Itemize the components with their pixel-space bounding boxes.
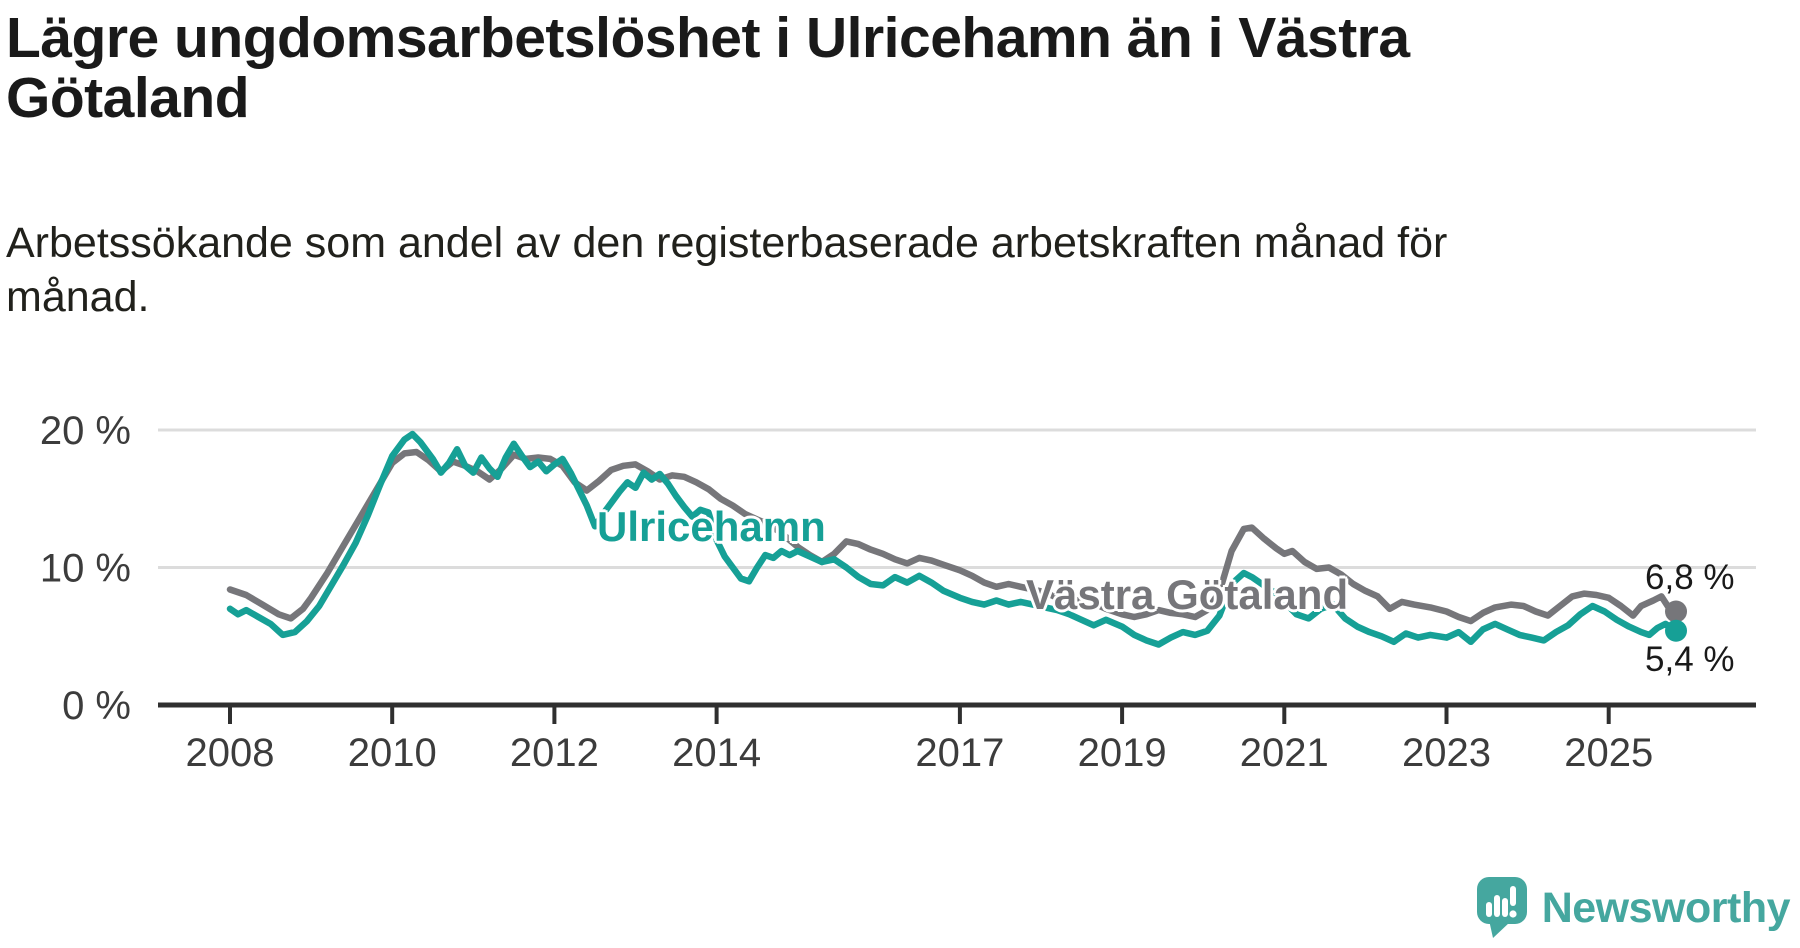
end-value-label-ulricehamn: 5,4 %: [1645, 640, 1735, 679]
subtitle-line-2: månad.: [6, 273, 150, 322]
page-title: Lägre ungdomsarbetslöshet i Ulricehamn ä…: [6, 8, 1410, 129]
subtitle-line-1: Arbetssökande som andel av den registerb…: [6, 219, 1448, 267]
svg-text:2008: 2008: [186, 731, 275, 775]
svg-text:2019: 2019: [1078, 731, 1167, 775]
series-label-ulricehamn: Ulricehamn: [597, 503, 826, 550]
newsworthy-logo-icon: [1476, 877, 1527, 938]
svg-text:0 %: 0 %: [62, 684, 131, 728]
svg-text:10 %: 10 %: [40, 547, 131, 591]
chart-subtitle: Arbetssökande som andel av den registerb…: [6, 216, 1447, 324]
svg-text:2025: 2025: [1564, 731, 1653, 775]
svg-text:20 %: 20 %: [40, 409, 131, 453]
svg-text:2010: 2010: [348, 731, 437, 775]
newsworthy-wordmark: Newsworthy: [1541, 883, 1791, 932]
svg-text:2021: 2021: [1240, 731, 1329, 775]
series-label-vastra-gotaland: Västra Götaland: [1026, 571, 1349, 618]
title-line-1: Lägre ungdomsarbetslöshet i Ulricehamn ä…: [6, 6, 1410, 70]
svg-text:2014: 2014: [672, 731, 761, 775]
svg-text:2012: 2012: [510, 731, 599, 775]
svg-text:2017: 2017: [915, 731, 1004, 775]
end-value-label-vastra-gotaland: 6,8 %: [1645, 558, 1735, 597]
svg-text:2023: 2023: [1402, 731, 1491, 775]
title-line-2: Götaland: [6, 66, 250, 131]
newsworthy-branding: Newsworthy: [1476, 876, 1791, 940]
